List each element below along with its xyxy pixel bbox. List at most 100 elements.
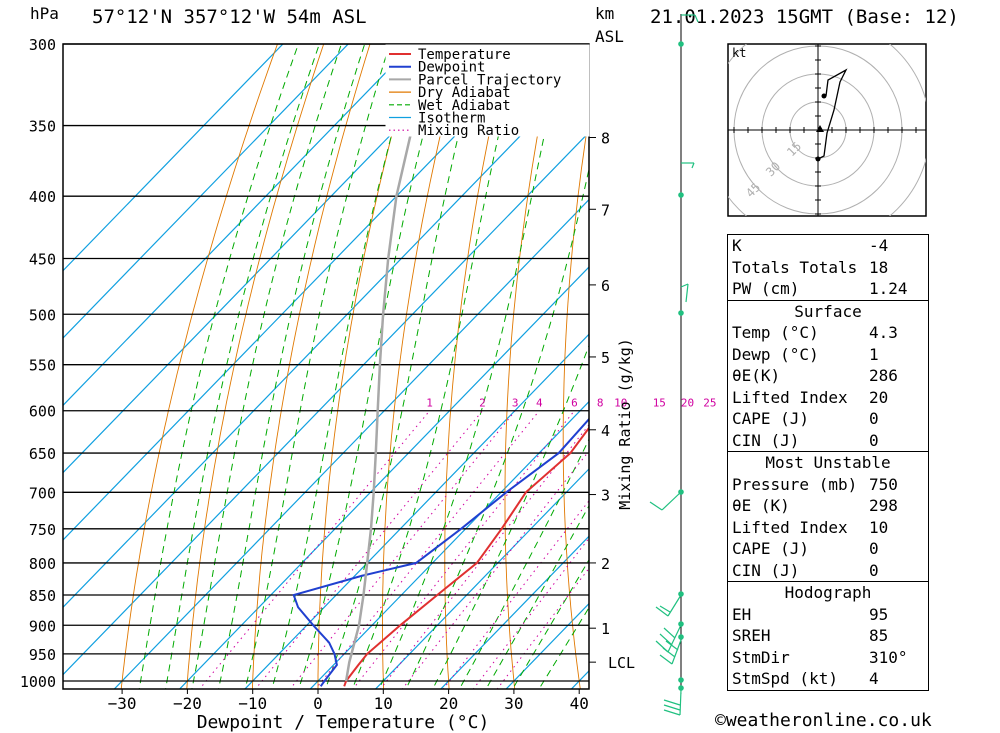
x-tick-label: −30: [108, 694, 137, 713]
index-label: Lifted Index: [732, 517, 848, 537]
lcl-label: LCL: [608, 654, 635, 672]
wind-barb: [681, 14, 699, 23]
index-label: θE(K): [732, 366, 781, 385]
index-row: SREH 85: [728, 625, 928, 647]
wet-adiabat-line: [378, 44, 565, 689]
hodograph-trace: [817, 68, 848, 160]
dry-adiabat-line: [504, 44, 556, 689]
index-row: StmDir 310°: [728, 647, 928, 669]
mixing-ratio-line: [254, 410, 483, 689]
hpa-unit-label: hPa: [30, 4, 59, 23]
index-label: StmSpd (kt): [732, 669, 838, 688]
legend-box: [385, 44, 590, 137]
location-title: 57°12'N 357°12'W 54m ASL: [92, 6, 367, 28]
index-value: 20: [869, 387, 889, 407]
index-value: 0: [869, 539, 879, 558]
mixing-ratio-label: 1: [426, 397, 433, 410]
index-row: CAPE (J) 0: [728, 408, 928, 430]
index-label: Pressure (mb): [732, 474, 858, 494]
index-label: θE (K): [732, 496, 790, 515]
index-label: Temp (°C): [732, 323, 819, 342]
dry-adiabat-line: [382, 44, 464, 689]
asl-unit-label: ASL: [595, 27, 624, 46]
index-value: 286: [869, 366, 898, 385]
wet-adiabat-line: [138, 44, 299, 689]
km-tick-label: 8: [601, 130, 610, 148]
dry-adiabat-line: [186, 44, 325, 689]
wind-level-dot: [678, 192, 684, 198]
km-tick-label: 7: [601, 201, 610, 219]
wet-adiabat-line: [351, 44, 521, 689]
pressure-tick-label: 900: [29, 617, 56, 635]
wind-level-dot: [678, 310, 684, 316]
index-value: 10: [869, 517, 889, 537]
wet-adiabat-line: [218, 44, 366, 689]
mixing-ratio-line: [352, 410, 575, 689]
index-value: 95: [869, 604, 889, 624]
wind-level-dot: [678, 677, 684, 683]
wet-adiabat-line: [324, 44, 482, 689]
index-value: 310°: [869, 647, 908, 667]
wind-barb: [649, 491, 682, 511]
wind-barb: [655, 594, 682, 617]
index-value: 0: [869, 560, 879, 580]
mixing-ratio-label: 6: [571, 397, 578, 410]
index-label: PW (cm): [732, 279, 800, 298]
dewpoint-line: [292, 417, 589, 687]
index-row: Pressure (mb) 750: [728, 474, 928, 496]
mixing-ratio-label: 8: [597, 397, 604, 410]
pressure-tick-label: 550: [29, 357, 56, 375]
pressure-tick-label: 850: [29, 587, 56, 605]
mixing-ratio-line: [379, 424, 589, 689]
mixing-ratio-label: 3: [512, 397, 519, 410]
mixing-ratio-line: [472, 537, 589, 689]
isotherm-line: [63, 44, 350, 339]
wet-adiabat-line: [405, 166, 589, 689]
index-value: 0: [869, 430, 879, 450]
legend-label: Isotherm: [418, 111, 485, 127]
hodograph-title: Hodograph: [784, 583, 872, 602]
mixing-ratio-line: [314, 410, 540, 689]
isotherm-line: [440, 535, 589, 689]
index-label: CAPE (J): [732, 409, 810, 428]
isotherm-line: [178, 266, 589, 689]
isotherm-line: [309, 400, 589, 689]
wind-barb: [663, 689, 682, 716]
mixing-ratio-label: 15: [653, 397, 666, 410]
most-unstable-title: Most Unstable: [765, 453, 891, 472]
pressure-tick-label: 300: [29, 36, 56, 54]
pressure-tick-label: 650: [29, 445, 56, 463]
dry-adiabat-line: [251, 44, 371, 689]
index-label: CIN (J): [732, 560, 800, 580]
isotherm-line: [63, 44, 480, 474]
index-label: StmDir: [732, 647, 790, 667]
dry-adiabat-line: [444, 44, 510, 689]
mixing-ratio-line: [496, 567, 589, 689]
legend-label: Temperature: [418, 47, 511, 63]
index-value: 4.3: [869, 323, 898, 342]
index-row: CIN (J) 0: [728, 560, 928, 582]
km-unit-label: km: [595, 4, 615, 23]
wet-adiabat-line: [165, 44, 320, 689]
surface-section: Surface Temp (°C) 4.3 Dewp (°C) 1 θE(K) 286 Li…: [728, 299, 928, 452]
isotherm-line: [63, 44, 545, 541]
mixing-ratio-label: 10: [614, 397, 627, 410]
wet-adiabat-line: [271, 44, 418, 689]
index-label: CIN (J): [732, 430, 800, 450]
wind-level-dot: [678, 41, 684, 47]
dry-adiabat-line: [674, 26, 715, 707]
index-label: Totals Totals: [732, 257, 858, 277]
index-row: CAPE (J) 0: [728, 538, 928, 560]
index-row: CIN (J) 0: [728, 430, 928, 452]
x-tick-label: −10: [238, 694, 267, 713]
isotherm-line: [63, 131, 589, 676]
isotherm-line: [63, 64, 589, 609]
wind-barb: [655, 624, 682, 653]
mixing-ratio-label: 20: [681, 397, 694, 410]
index-row: Lifted Index 10: [728, 517, 928, 539]
isotherm-line: [63, 44, 284, 272]
index-row: PW (cm) 1.24: [728, 278, 928, 300]
hodograph-unit-label: kt: [732, 46, 746, 60]
